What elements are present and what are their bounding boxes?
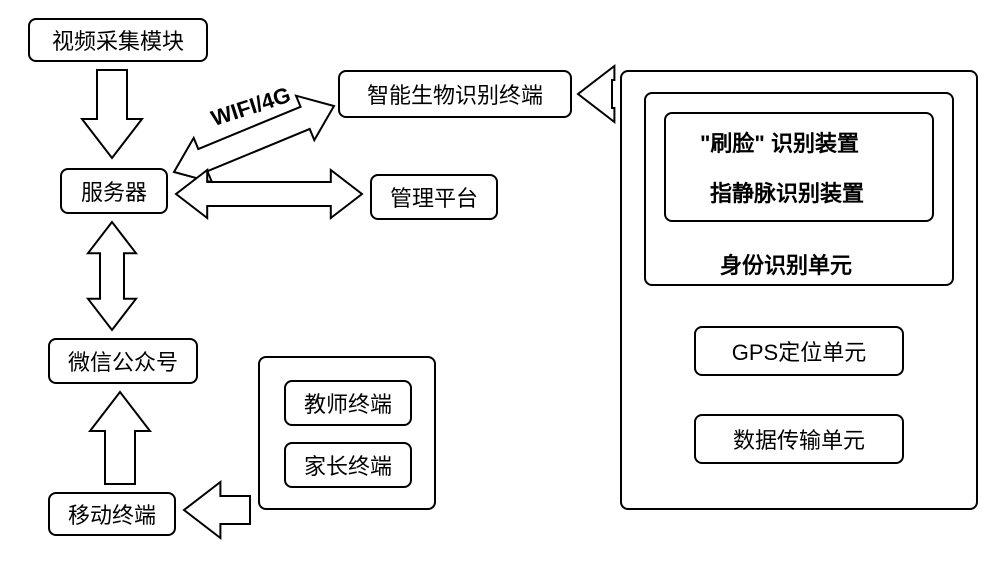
gps-unit-node: GPS定位单元 <box>694 326 904 376</box>
wechat-node: 微信公众号 <box>48 338 198 384</box>
parent-terminal-node: 家长终端 <box>284 442 412 488</box>
mobile-terminal-label: 移动终端 <box>68 498 156 530</box>
manage-platform-label: 管理平台 <box>390 181 478 213</box>
teacher-terminal-label: 教师终端 <box>304 387 392 419</box>
biometric-terminal-node: 智能生物识别终端 <box>338 70 572 118</box>
wechat-label: 微信公众号 <box>68 345 178 377</box>
video-capture-label: 视频采集模块 <box>52 24 184 56</box>
data-unit-label: 数据传输单元 <box>733 423 865 455</box>
biometric-terminal-label: 智能生物识别终端 <box>367 78 543 110</box>
mobile-terminal-node: 移动终端 <box>48 492 176 536</box>
gps-unit-label: GPS定位单元 <box>732 335 866 367</box>
vein-recognition-label: 指静脉识别装置 <box>710 176 864 208</box>
server-label: 服务器 <box>81 175 147 207</box>
face-recognition-label: "刷脸" 识别装置 <box>700 126 859 158</box>
server-node: 服务器 <box>60 168 168 214</box>
identity-unit-label: 身份识别单元 <box>720 248 852 280</box>
teacher-terminal-node: 教师终端 <box>284 380 412 426</box>
parent-terminal-label: 家长终端 <box>304 449 392 481</box>
manage-platform-node: 管理平台 <box>370 174 498 220</box>
data-unit-node: 数据传输单元 <box>694 414 904 464</box>
video-capture-module: 视频采集模块 <box>28 18 208 62</box>
